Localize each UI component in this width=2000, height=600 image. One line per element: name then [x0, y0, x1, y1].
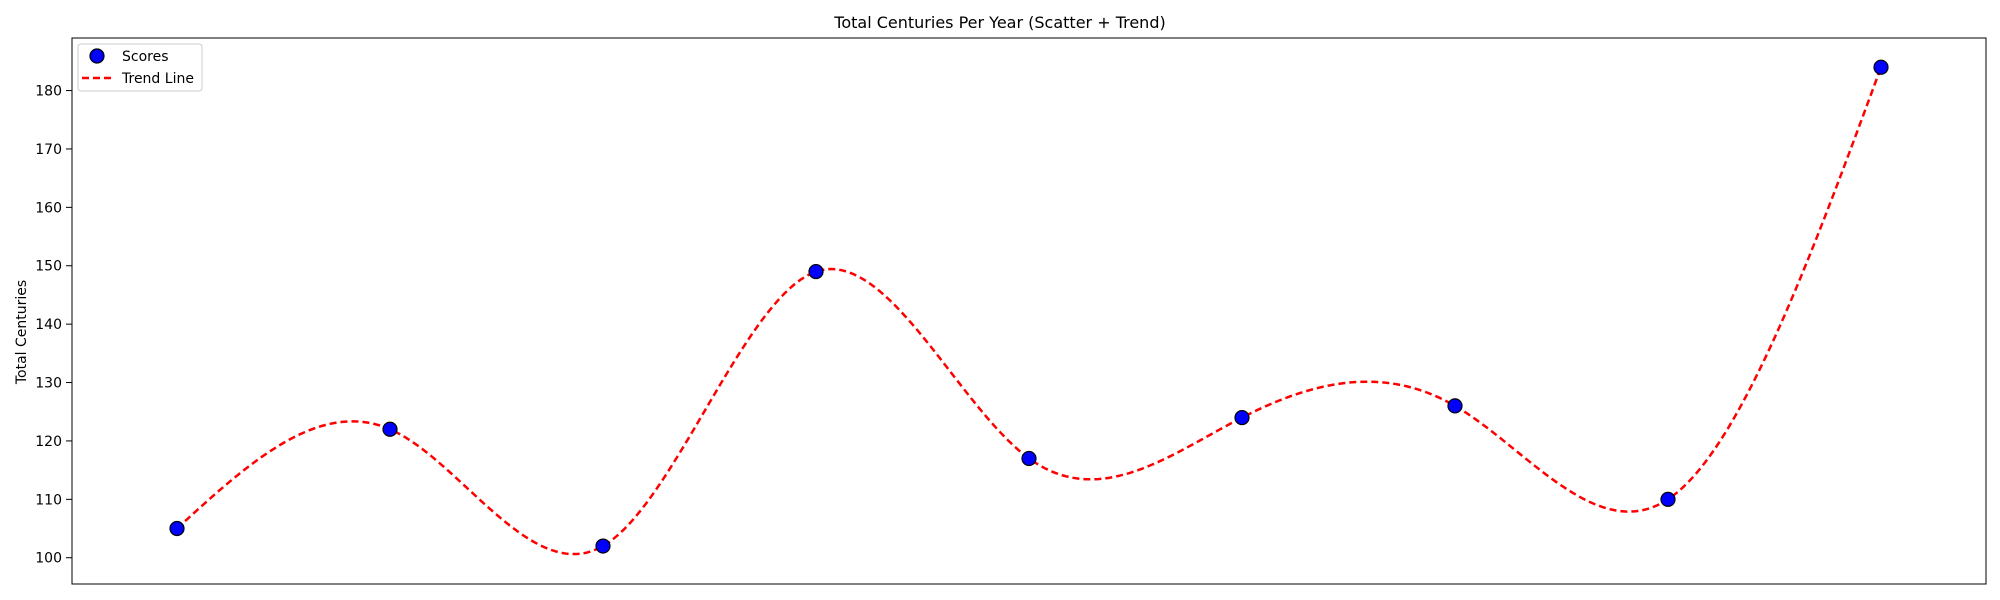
chart-title: Total Centuries Per Year (Scatter + Tren… — [833, 13, 1165, 32]
legend-scores-marker — [89, 48, 105, 64]
scatter-point — [1021, 450, 1037, 467]
y-tick-label: 130 — [35, 376, 62, 392]
scatter-point — [808, 263, 824, 280]
y-tick-label: 170 — [35, 142, 62, 158]
scatter-point — [1660, 491, 1676, 507]
scatter-point — [1873, 59, 1889, 75]
y-axis: 100 110 120 130 140 150 160 170 180 — [35, 84, 72, 567]
scatter-point — [169, 520, 185, 537]
legend-scores-label: Scores — [122, 49, 169, 65]
y-axis-label: Total Centuries — [14, 280, 30, 385]
y-tick-label: 160 — [35, 200, 62, 216]
y-tick-label: 140 — [35, 317, 62, 333]
y-tick-label: 100 — [35, 551, 62, 567]
scatter-point — [595, 538, 611, 554]
scatter-point — [382, 421, 398, 437]
y-tick-label: 110 — [35, 492, 62, 508]
legend: Scores Trend Line — [77, 43, 203, 92]
legend-trend-label: Trend Line — [121, 71, 194, 87]
plot-area — [169, 59, 1889, 556]
trend-line — [176, 66, 1883, 556]
plot-frame — [71, 37, 1987, 585]
y-tick-label: 180 — [35, 84, 62, 100]
scatter-point — [1234, 409, 1250, 426]
y-tick-label: 150 — [35, 259, 62, 275]
scatter-point — [1447, 398, 1463, 414]
y-tick-label: 120 — [35, 434, 62, 450]
